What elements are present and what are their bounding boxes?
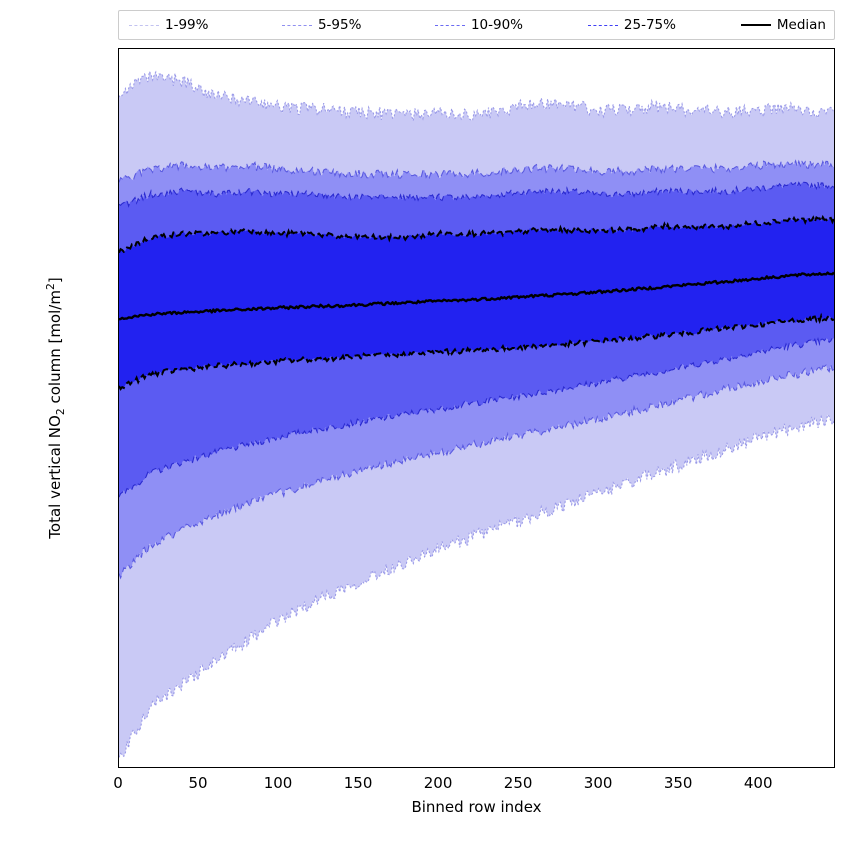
y-minor-tick [118, 427, 119, 428]
plot-area [118, 48, 835, 768]
legend-label: 5-95% [317, 17, 362, 33]
band-edge-upper [119, 158, 834, 183]
legend-label: 10-90% [470, 17, 523, 33]
y-minor-tick [118, 524, 119, 525]
x-tick [599, 767, 600, 768]
y-minor-tick [118, 224, 119, 225]
x-tick-label: 200 [423, 774, 453, 792]
y-minor-tick [118, 744, 119, 745]
x-tick [519, 767, 520, 768]
legend-swatch [740, 24, 771, 26]
x-tick [199, 767, 200, 768]
legend-swatch [129, 24, 159, 26]
band-25-75 [119, 217, 834, 390]
legend-entry-10-90[interactable]: 10-90% [425, 11, 578, 39]
x-tick-label: 100 [263, 774, 293, 792]
legend-swatch [587, 24, 618, 26]
legend-entry-25-75[interactable]: 25-75% [578, 11, 731, 39]
legend-label: 1-99% [165, 17, 209, 33]
legend-entry-1-99[interactable]: 1-99% [119, 11, 272, 39]
x-tick [119, 767, 120, 768]
band-edge-lower [119, 362, 834, 580]
band-edge-lower [119, 336, 834, 498]
legend-label: 25-75% [623, 17, 676, 33]
y-minor-tick [118, 715, 119, 716]
legend-entry-median[interactable]: Median [731, 11, 834, 39]
legend-swatch [434, 24, 465, 26]
x-tick-label: 150 [343, 774, 373, 792]
median-line [119, 271, 834, 321]
band-edge-upper [119, 181, 834, 208]
band-edge-lower [119, 413, 834, 758]
chart-legend: 1-99% 5-95% 10-90% 25-75% Median [118, 10, 835, 40]
x-tick [279, 767, 280, 768]
x-axis-label: Binned row index [411, 798, 542, 816]
band-edge-upper [119, 214, 834, 254]
band-edge-lower [119, 312, 834, 391]
legend-entry-5-95[interactable]: 5-95% [272, 11, 425, 39]
legend-label: Median [776, 17, 826, 33]
chart-canvas [119, 69, 834, 758]
legend-swatch [281, 24, 312, 26]
y-axis-label: Total vertical NO2 column [mol/m2] [44, 277, 67, 539]
x-tick-label: 50 [188, 774, 208, 792]
x-tick-label: 400 [743, 774, 773, 792]
x-tick [439, 767, 440, 768]
y-tick [118, 690, 119, 691]
x-tick [679, 767, 680, 768]
x-tick-label: 300 [583, 774, 613, 792]
x-tick [759, 767, 760, 768]
x-tick-label: 0 [113, 774, 123, 792]
x-tick-label: 350 [663, 774, 693, 792]
x-tick [359, 767, 360, 768]
band-edge-upper [119, 69, 834, 122]
y-minor-tick [118, 163, 119, 164]
y-minor-tick [118, 304, 119, 305]
x-tick-label: 250 [503, 774, 533, 792]
y-tick [118, 138, 119, 139]
y-minor-tick [118, 261, 119, 262]
y-minor-tick [118, 192, 119, 193]
y-minor-tick [118, 358, 119, 359]
